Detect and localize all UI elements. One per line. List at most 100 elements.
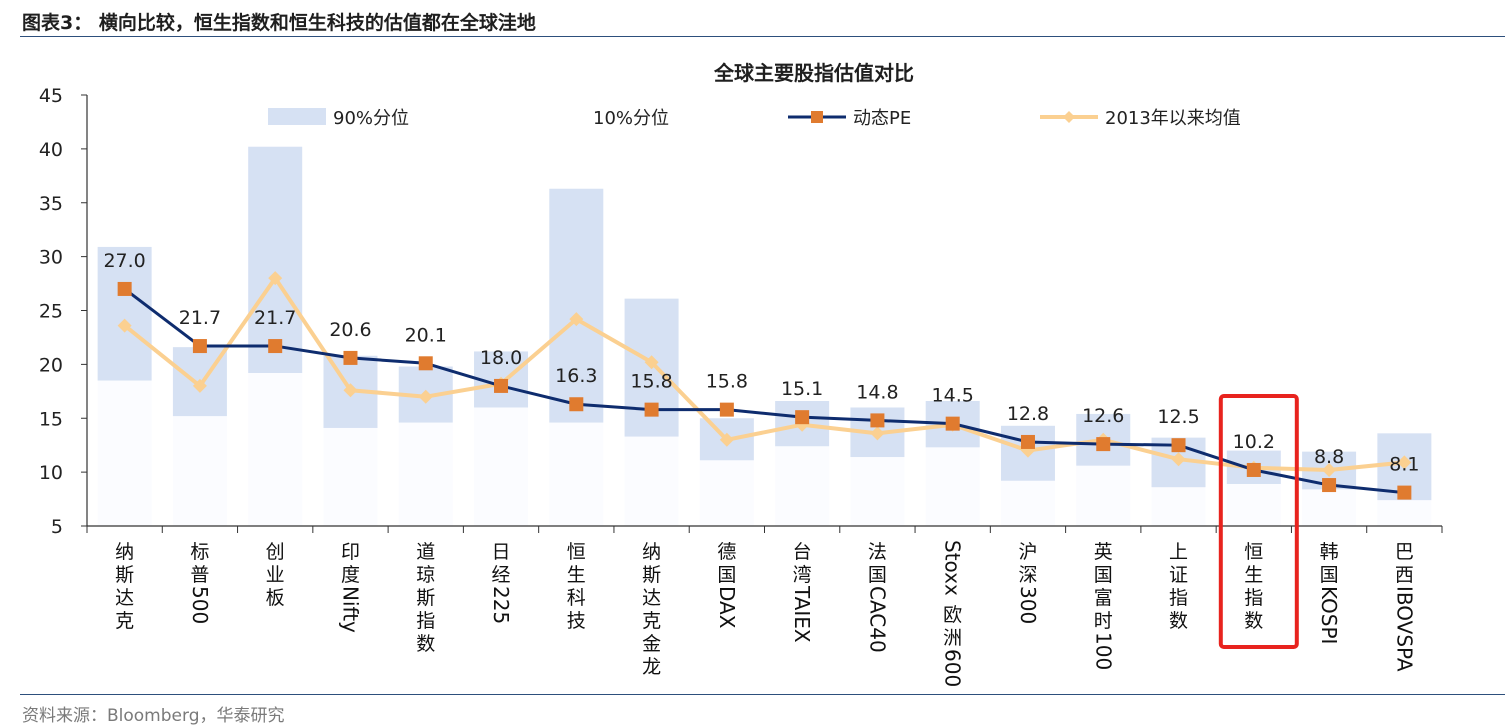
category-label-char: 恒 bbox=[567, 541, 586, 563]
p10-bar bbox=[775, 446, 830, 526]
pe-data-label: 14.5 bbox=[932, 385, 974, 407]
pe-data-label: 10.2 bbox=[1233, 431, 1275, 453]
y-tick-label: 15 bbox=[39, 408, 63, 430]
avg-point bbox=[719, 432, 734, 447]
y-tick-label: 30 bbox=[39, 247, 63, 269]
avg-point bbox=[569, 312, 584, 327]
p10-bar bbox=[1226, 483, 1281, 526]
pe-data-label: 21.7 bbox=[179, 307, 221, 329]
category-label-char: 道 bbox=[416, 541, 435, 563]
pe-point bbox=[268, 339, 283, 354]
figure-title: 图表3： 横向比较，恒生指数和恒生科技的估值都在全球洼地 bbox=[22, 12, 536, 34]
category-label-char: 度 bbox=[341, 564, 360, 586]
category-label-char: 台 bbox=[793, 541, 812, 563]
category-label-char: 洲 bbox=[943, 627, 962, 649]
y-tick-label: 5 bbox=[51, 516, 63, 538]
pe-data-label: 27.0 bbox=[103, 250, 145, 272]
pe-point bbox=[1171, 438, 1186, 453]
avg-point bbox=[418, 389, 433, 404]
legend-avg-label: 2013年以来均值 bbox=[1105, 108, 1241, 129]
pe-data-label: 12.6 bbox=[1082, 405, 1124, 427]
legend-p90-label: 90%分位 bbox=[333, 108, 409, 129]
category-label-char: 德 bbox=[717, 541, 736, 563]
p10-bar bbox=[474, 407, 529, 526]
legend: 90%分位 10%分位 动态PE 2013年以来均值 bbox=[268, 108, 1241, 129]
category-label-char: 业 bbox=[266, 564, 285, 586]
category-label-char: 普 bbox=[190, 564, 209, 586]
category-label-char: 恒 bbox=[1244, 541, 1263, 563]
p10-bar bbox=[398, 422, 453, 526]
p10-bar bbox=[850, 457, 905, 526]
y-tick-label: 40 bbox=[39, 139, 63, 161]
category-label-char: 板 bbox=[266, 587, 285, 609]
category-label-latin: Stoxx bbox=[941, 540, 965, 596]
category-label-char: 科 bbox=[567, 587, 586, 609]
pe-point bbox=[795, 410, 810, 425]
avg-point bbox=[1171, 452, 1186, 467]
category-label-char: 国 bbox=[1094, 564, 1113, 586]
category-label-char: 金 bbox=[642, 633, 661, 655]
legend-p10-label: 10%分位 bbox=[593, 108, 669, 129]
category-label-latin: Nifty bbox=[338, 586, 362, 633]
category-label-char: 生 bbox=[1244, 564, 1263, 586]
category-label-char: 巴 bbox=[1395, 541, 1414, 563]
category-label-char: 韩 bbox=[1320, 541, 1339, 563]
category-label-char: 数 bbox=[1244, 610, 1263, 632]
category-label-latin: 500 bbox=[188, 586, 212, 624]
p10-bar bbox=[248, 372, 303, 526]
pe-point bbox=[870, 413, 885, 428]
category-label-char: 数 bbox=[1169, 610, 1188, 632]
category-label-char: 国 bbox=[717, 564, 736, 586]
legend-pe-label: 动态PE bbox=[853, 108, 911, 129]
pe-point bbox=[569, 397, 584, 412]
category-label-char: 时 bbox=[1094, 610, 1113, 632]
category-label-char: 证 bbox=[1169, 564, 1188, 586]
bottom-rule bbox=[20, 694, 1505, 695]
category-label-char: 西 bbox=[1395, 564, 1414, 586]
avg-point bbox=[268, 271, 283, 286]
category-label-latin: 100 bbox=[1091, 632, 1115, 670]
avg-line bbox=[123, 276, 1405, 472]
pe-point bbox=[1322, 478, 1337, 493]
category-label-latin: 225 bbox=[489, 586, 513, 624]
category-label-char: 经 bbox=[492, 564, 511, 586]
pe-point bbox=[1096, 437, 1111, 452]
category-label-char: 富 bbox=[1094, 587, 1113, 609]
hang-seng-highlight-box bbox=[1218, 394, 1299, 649]
pe-point bbox=[343, 350, 358, 365]
category-label-char: 湾 bbox=[793, 564, 812, 586]
pe-point bbox=[945, 416, 960, 431]
series-markers bbox=[117, 271, 1412, 500]
avg-point bbox=[1397, 455, 1412, 470]
percentile-bands bbox=[97, 146, 1432, 526]
category-label-char: 国 bbox=[1320, 564, 1339, 586]
pe-data-label: 20.1 bbox=[405, 324, 447, 346]
pe-data-labels: 27.0 21.7 21.7 20.6 20.1 18.0 16.3 15.8 15.8 15.1… bbox=[103, 250, 1419, 476]
p10-bar bbox=[549, 422, 604, 526]
legend-pe-marker bbox=[811, 111, 823, 123]
series-lines bbox=[123, 276, 1405, 495]
category-label: 恒生指数 bbox=[1244, 541, 1263, 632]
pe-point bbox=[1020, 434, 1035, 449]
p10-bar bbox=[925, 447, 980, 526]
category-label-latin: CAC40 bbox=[865, 586, 889, 653]
pe-data-label: 15.8 bbox=[630, 371, 672, 393]
pe-line bbox=[123, 287, 1405, 495]
category-label-char: 克 bbox=[115, 610, 134, 632]
y-axis: 5 10 15 20 25 30 35 40 45 bbox=[39, 85, 88, 538]
category-label-latin: KOSPI bbox=[1317, 586, 1341, 644]
p10-bar bbox=[1076, 465, 1131, 526]
category-label-char: 技 bbox=[567, 610, 586, 632]
pe-point bbox=[644, 402, 659, 417]
y-tick-label: 20 bbox=[39, 354, 63, 376]
